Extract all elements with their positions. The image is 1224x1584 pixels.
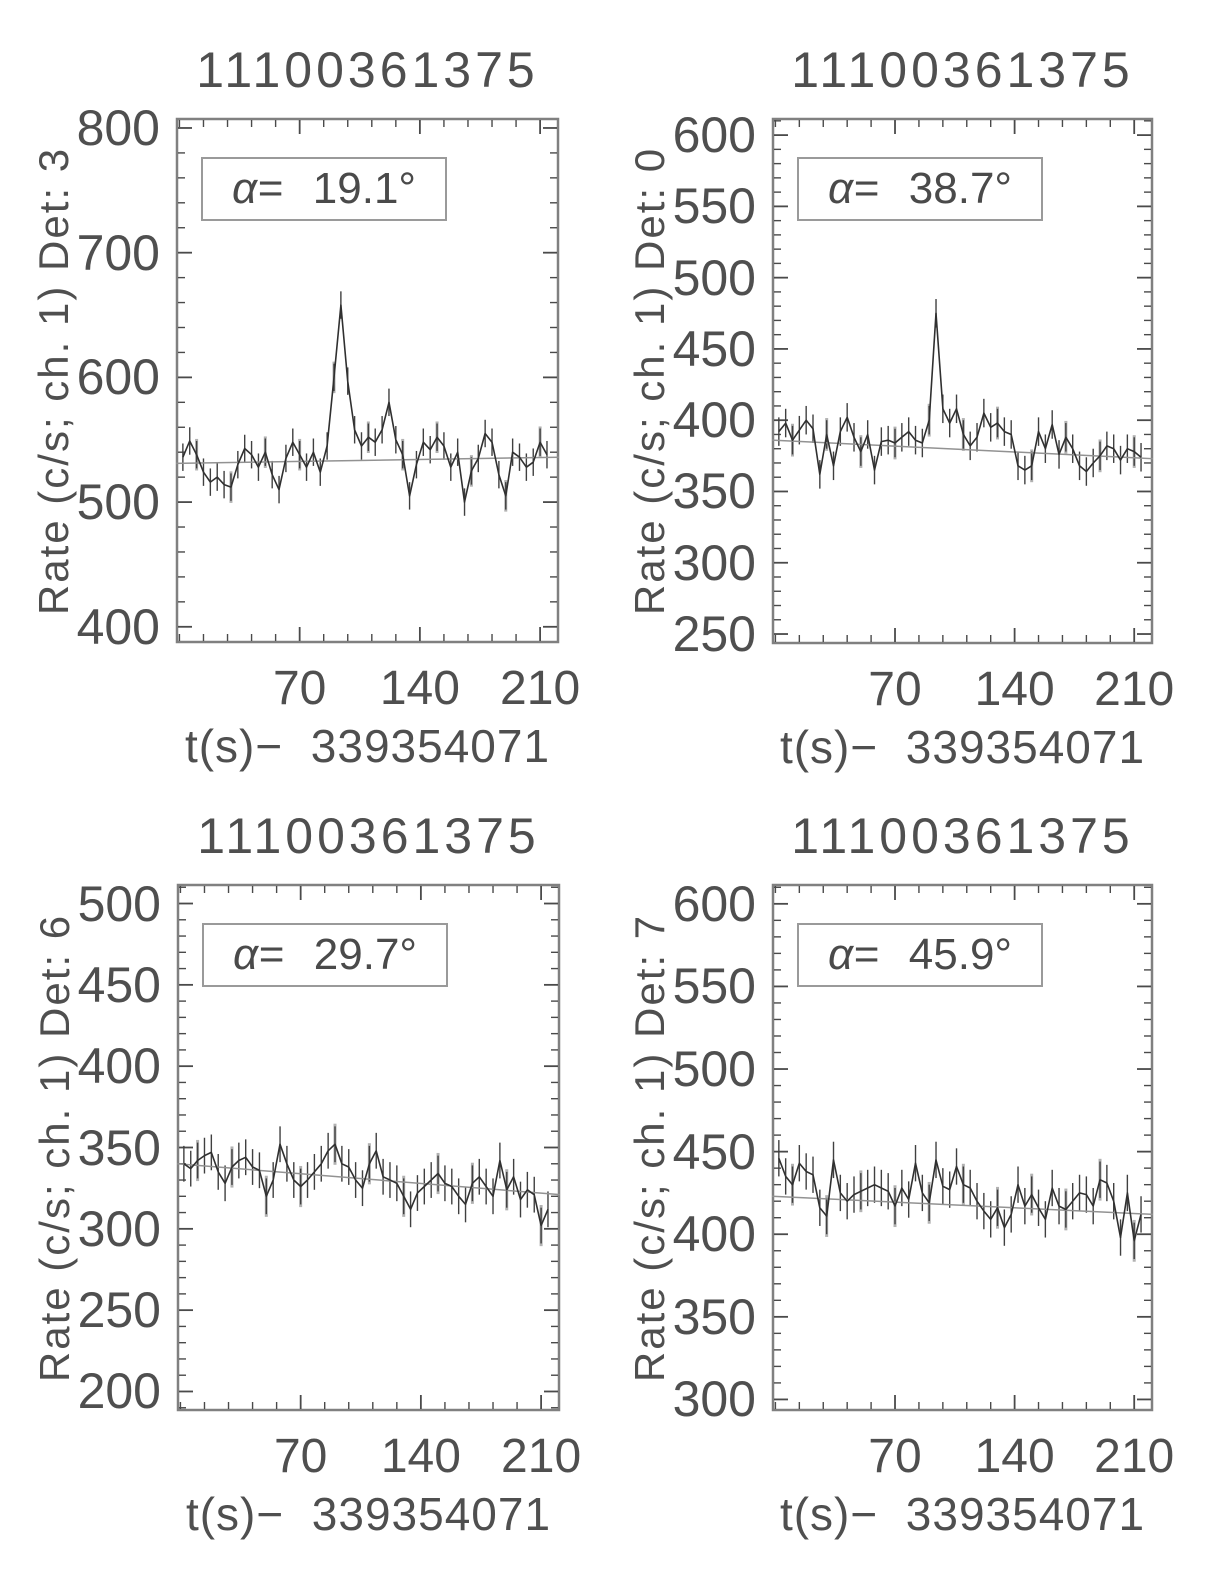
x-tick-label: 70 [273,1430,328,1483]
light-curve-panel-det6: 11100361375 Rate (c/s; ch. 1) Det: 6 t(s… [31,810,581,1540]
alpha-symbol: α= [231,164,283,213]
x-axis-label: t(s)− 339354071 [779,1488,1146,1540]
x-tick-label: 140 [974,1430,1055,1483]
x-tick-label: 210 [1094,663,1175,716]
alpha-value: 19.1° [312,164,417,213]
y-tick-label: 250 [672,606,756,663]
y-tick-label: 500 [672,249,756,306]
y-tick-label: 450 [672,1123,756,1180]
y-tick-label: 300 [672,534,756,591]
plot-frame [771,117,1154,645]
alpha-annotation: α= 19.1° [201,157,447,221]
light-curve-panel-det7: 11100361375 Rate (c/s; ch. 1) Det: 7 t(s… [626,810,1174,1540]
alpha-annotation: α= 45.9° [797,923,1043,987]
y-tick-label: 400 [672,392,756,449]
y-tick-label: 600 [672,107,756,164]
x-tick-label: 140 [379,662,460,715]
plot-title: 11100361375 [791,808,1134,864]
alpha-value: 29.7° [313,930,418,979]
y-tick-label: 500 [76,474,160,531]
x-tick-label: 140 [380,1430,461,1483]
plot-title: 11100361375 [791,42,1134,98]
y-tick-label: 250 [77,1282,161,1339]
alpha-symbol: α= [232,930,284,979]
alpha-annotation: α= 38.7° [797,157,1043,221]
alpha-annotation: α= 29.7° [202,923,448,987]
x-tick-label: 210 [500,662,581,715]
y-tick-label: 550 [672,178,756,235]
x-tick-label: 70 [868,663,922,716]
x-tick-label: 210 [1094,1430,1175,1483]
y-tick-label: 600 [76,349,160,406]
light-curve-panel-det0: 11100361375 Rate (c/s; ch. 1) Det: 0 t(s… [626,44,1174,773]
x-axis-label: t(s)− 339354071 [779,721,1146,773]
y-tick-label: 700 [76,224,160,281]
y-tick-label: 450 [672,320,756,377]
plot-area [771,117,1154,645]
light-curve-line [182,304,548,503]
light-curve-panel-det3: 11100361375 Rate (c/s; ch. 1) Det: 3 t(s… [30,44,580,772]
plot-title: 11100361375 [197,808,540,864]
plot-area [175,117,560,644]
trend-line [175,456,560,465]
plot-frame [176,883,561,1412]
y-tick-label: 350 [77,1119,161,1176]
y-tick-label: 400 [77,1038,161,1095]
alpha-symbol: α= [827,164,879,213]
plot-frame [771,883,1154,1412]
light-curve-line [778,1157,1142,1242]
trend-line [771,1195,1154,1216]
y-tick-label: 200 [77,1363,161,1420]
y-tick-label: 400 [76,598,160,655]
x-tick-label: 70 [868,1430,922,1483]
plot-title: 11100361375 [196,42,539,98]
plot-area [176,883,561,1412]
y-tick-label: 500 [77,875,161,932]
y-tick-label: 600 [672,875,756,932]
light-curve-line [778,312,1142,476]
light-curve-line [183,1143,549,1227]
trend-line [771,439,1154,460]
x-axis-label: t(s)− 339354071 [184,720,551,772]
y-tick-label: 300 [77,1200,161,1257]
y-tick-label: 350 [672,463,756,520]
y-tick-label: 500 [672,1041,756,1098]
plot-area [771,883,1154,1412]
y-tick-label: 550 [672,958,756,1015]
x-tick-label: 210 [501,1430,582,1483]
y-tick-label: 400 [672,1206,756,1263]
y-tick-label: 450 [77,956,161,1013]
alpha-value: 38.7° [908,164,1013,213]
x-tick-label: 70 [272,662,327,715]
y-tick-label: 300 [672,1371,756,1428]
x-tick-label: 140 [974,663,1055,716]
trend-line [176,1163,561,1196]
alpha-value: 45.9° [908,930,1013,979]
y-tick-label: 350 [672,1288,756,1345]
y-tick-label: 800 [76,99,160,156]
x-axis-label: t(s)− 339354071 [185,1488,552,1540]
plot-frame [175,117,560,644]
alpha-symbol: α= [827,930,879,979]
